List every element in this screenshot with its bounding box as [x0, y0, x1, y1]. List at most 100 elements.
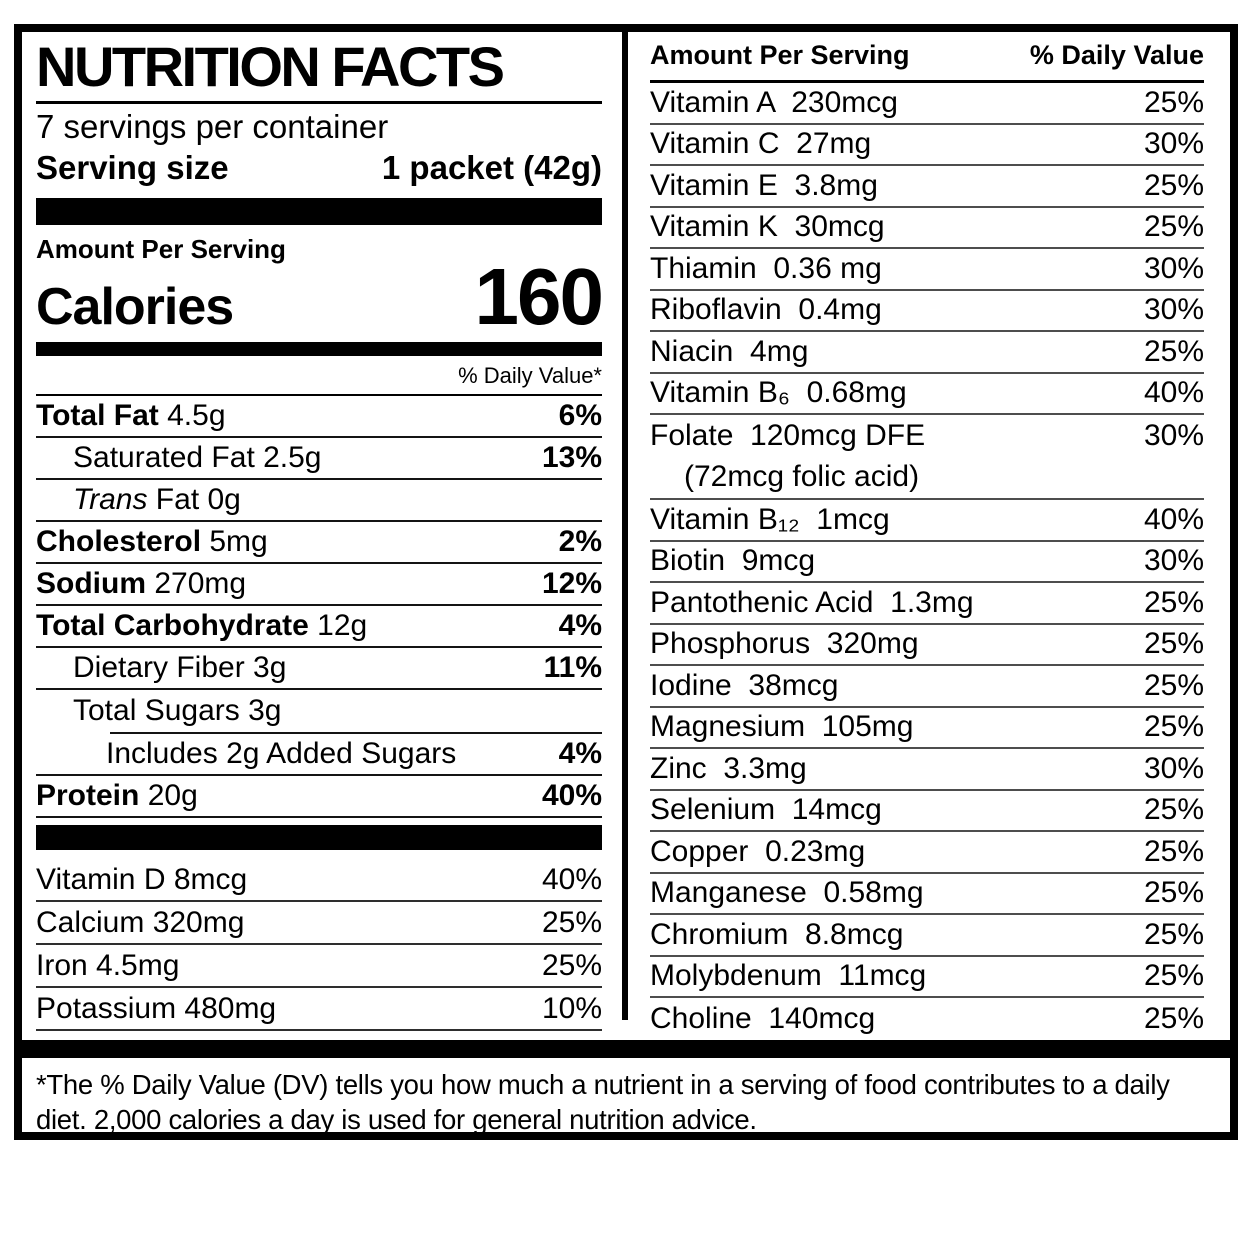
nutrient-name: Selenium 14mcg	[650, 793, 882, 827]
nutrient-name: Manganese 0.58mg	[650, 876, 924, 910]
nutrient-name: Phosphorus 320mg	[650, 627, 919, 661]
nutrient-name: Cholesterol 5mg	[36, 525, 268, 558]
nutrition-label: NUTRITION FACTS 7 servings per container…	[14, 24, 1238, 1140]
nutrient-name: Thiamin 0.36 mg	[650, 251, 882, 285]
vitamin-row: Riboflavin 0.4mg 30%	[650, 291, 1204, 332]
folate-note: (72mcg folic acid)	[684, 460, 920, 494]
nutrient-row-saturated-fat: Saturated Fat 2.5g 13%	[36, 438, 602, 480]
daily-value: 25%	[1143, 834, 1204, 868]
daily-value: 25%	[541, 948, 602, 982]
daily-value: 10%	[541, 991, 602, 1025]
daily-value: 4%	[558, 609, 602, 642]
daily-value: 25%	[1143, 1001, 1204, 1035]
nutrient-name: Vitamin B₆ 0.68mg	[650, 376, 907, 410]
serving-size-value: 1 packet (42g)	[381, 149, 602, 186]
folate-line: Folate 120mcg DFE 30%	[650, 415, 1204, 457]
daily-value: 30%	[1143, 751, 1204, 785]
daily-value: 25%	[1143, 917, 1204, 951]
daily-value: 25%	[1143, 710, 1204, 744]
daily-value: 25%	[1143, 334, 1204, 368]
daily-value: 25%	[1143, 585, 1204, 619]
nutrient-name: Iodine 38mcg	[650, 668, 839, 702]
amount-per-serving-header: Amount Per Serving	[650, 40, 910, 70]
daily-value: 25%	[1143, 210, 1204, 244]
nutrient-name: Total Fat 4.5g	[36, 399, 226, 432]
nutrient-name: Total Sugars 3g	[73, 694, 282, 727]
daily-value: 25%	[1143, 168, 1204, 202]
vitamin-row: Molybdenum 11mcg 25%	[650, 957, 1204, 998]
micronutrient-row-calcium: Calcium 320mg 25%	[36, 902, 602, 945]
daily-value: 25%	[1143, 959, 1204, 993]
label-columns: NUTRITION FACTS 7 servings per container…	[22, 32, 1230, 1040]
daily-value: 13%	[541, 441, 602, 474]
vitamin-row: Iodine 38mcg 25%	[650, 666, 1204, 708]
nutrient-name: Chromium 8.8mcg	[650, 917, 904, 951]
nutrient-name: Vitamin K 30mcg	[650, 210, 885, 244]
serving-size-row: Serving size 1 packet (42g)	[36, 147, 602, 188]
nutrient-row-total-carbohydrate: Total Carbohydrate 12g 4%	[36, 606, 602, 648]
nutrient-row-sodium: Sodium 270mg 12%	[36, 564, 602, 606]
nutrient-name: Vitamin E 3.8mg	[650, 168, 878, 202]
vitamin-row: Phosphorus 320mg 25%	[650, 625, 1204, 666]
calories-label: Calories	[36, 278, 234, 336]
right-column-header: Amount Per Serving % Daily Value	[650, 32, 1204, 83]
vitamin-row: Thiamin 0.36 mg 30%	[650, 249, 1204, 291]
nutrient-row-trans-fat: Trans Fat 0g	[36, 480, 602, 522]
vitamin-row: Vitamin B₆ 0.68mg 40%	[650, 374, 1204, 415]
nutrient-name: Magnesium 105mg	[650, 710, 914, 744]
section-bar	[36, 825, 602, 850]
vitamin-row: Vitamin A 230mcg 25%	[650, 83, 1204, 125]
calories-row: Calories 160	[36, 252, 604, 341]
nutrient-name: Includes 2g Added Sugars	[106, 737, 457, 770]
nutrient-name: Dietary Fiber 3g	[73, 651, 287, 684]
calories-value: 160	[474, 252, 604, 341]
micronutrient-row-potassium: Potassium 480mg 10%	[36, 988, 602, 1031]
vitamin-row: Pantothenic Acid 1.3mg 25%	[650, 583, 1204, 625]
column-divider	[622, 32, 628, 1020]
section-bar	[36, 342, 602, 356]
nutrient-name: Niacin 4mg	[650, 334, 809, 368]
nutrient-row-total-fat: Total Fat 4.5g 6%	[36, 396, 602, 438]
daily-value: 25%	[541, 905, 602, 939]
nutrient-name: Biotin 9mcg	[650, 544, 816, 578]
daily-value: 30%	[1143, 293, 1204, 327]
daily-value: 25%	[1143, 876, 1204, 910]
serving-size-label: Serving size	[36, 149, 229, 186]
nutrient-name: Total Carbohydrate 12g	[36, 609, 368, 642]
nutrient-row-dietary-fiber: Dietary Fiber 3g 11%	[36, 648, 602, 690]
nutrient-row-cholesterol: Cholesterol 5mg 2%	[36, 522, 602, 564]
daily-value: 30%	[1143, 544, 1204, 578]
nutrient-name: Pantothenic Acid 1.3mg	[650, 585, 974, 619]
nutrient-name: Vitamin D 8mcg	[36, 862, 248, 896]
daily-value: 11%	[543, 651, 602, 684]
nutrient-row-added-sugars: Includes 2g Added Sugars 4%	[36, 734, 602, 776]
vitamin-row: Vitamin C 27mg 30%	[650, 125, 1204, 166]
nutrient-name: Riboflavin 0.4mg	[650, 293, 882, 327]
daily-value: 40%	[541, 779, 602, 812]
nutrient-row-total-sugars: Total Sugars 3g	[36, 690, 602, 732]
nutrient-row-protein: Protein 20g 40%	[36, 776, 602, 818]
vitamin-row: Vitamin E 3.8mg 25%	[650, 166, 1204, 208]
daily-value: 30%	[1143, 251, 1204, 285]
servings-per-container: 7 servings per container	[36, 108, 389, 145]
vitamin-row: Zinc 3.3mg 30%	[650, 749, 1204, 791]
nutrient-name: Zinc 3.3mg	[650, 751, 807, 785]
vitamin-row: Magnesium 105mg 25%	[650, 708, 1204, 749]
indented-divider	[110, 732, 602, 734]
nutrient-name: Copper 0.23mg	[650, 834, 866, 868]
daily-value: 25%	[1143, 85, 1204, 119]
vitamin-row: Niacin 4mg 25%	[650, 332, 1204, 374]
nutrient-name: Potassium 480mg	[36, 991, 277, 1025]
right-column: Amount Per Serving % Daily Value Vitamin…	[628, 32, 1230, 1040]
daily-value: 4%	[558, 737, 602, 770]
daily-value: 30%	[1143, 418, 1204, 452]
nutrient-name: Folate 120mcg DFE	[650, 418, 926, 452]
daily-value: 6%	[558, 399, 602, 432]
footer-bar	[22, 1040, 1230, 1058]
vitamin-row: Selenium 14mcg 25%	[650, 791, 1204, 832]
vitamin-row: Choline 140mcg 25%	[650, 998, 1204, 1040]
vitamin-row: Manganese 0.58mg 25%	[650, 874, 1204, 915]
vitamin-row-folate: Folate 120mcg DFE 30% (72mcg folic acid)	[650, 415, 1204, 500]
vitamin-row: Chromium 8.8mcg 25%	[650, 915, 1204, 957]
